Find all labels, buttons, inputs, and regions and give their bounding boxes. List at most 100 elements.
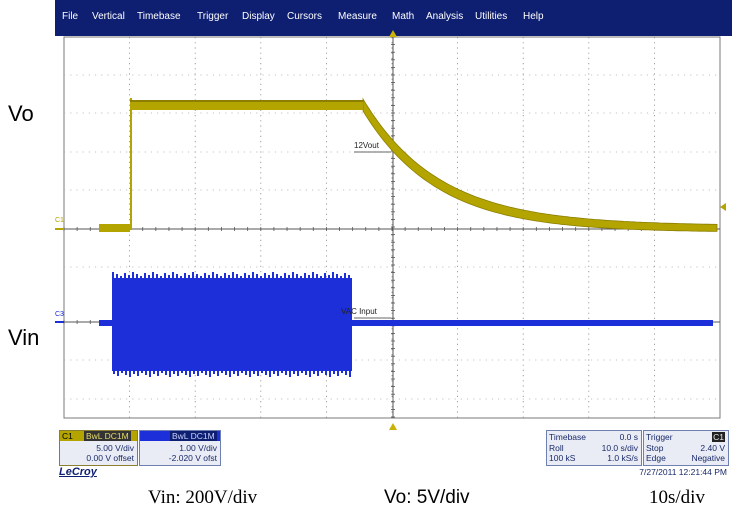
- burst-edge-bottom: [193, 371, 195, 374]
- burst-edge-top: [212, 272, 214, 278]
- menu-vertical[interactable]: Vertical: [92, 11, 125, 22]
- burst-edge-bottom: [293, 371, 295, 374]
- burst-edge-bottom: [241, 371, 243, 373]
- burst-edge-bottom: [289, 371, 291, 377]
- burst-edge-bottom: [261, 371, 263, 373]
- burst-edge-bottom: [169, 371, 171, 377]
- menu-analysis[interactable]: Analysis: [426, 11, 464, 22]
- burst-edge-top: [232, 272, 234, 278]
- burst-edge-bottom: [157, 371, 159, 376]
- vo-scale-caption: Vo: 5V/div: [384, 487, 470, 508]
- burst-edge-top: [228, 275, 230, 278]
- trigger-mode: Stop: [646, 443, 664, 453]
- c3-coupling: BwL DC1M: [170, 431, 217, 441]
- burst-edge-top: [144, 273, 146, 278]
- burst-edge-bottom: [237, 371, 239, 376]
- c1-name: C1: [62, 431, 73, 441]
- burst-edge-top: [264, 273, 266, 278]
- trigger-descriptor[interactable]: Trigger C1 Stop 2.40 V Edge Negative: [643, 430, 729, 466]
- burst-edge-top: [312, 272, 314, 278]
- c3-vdiv: 1.00 V/div: [179, 443, 217, 453]
- trigger-slope: Negative: [691, 453, 725, 463]
- burst-edge-bottom: [305, 371, 307, 375]
- burst-edge-top: [220, 276, 222, 278]
- burst-edge-bottom: [309, 371, 311, 377]
- burst-edge-bottom: [165, 371, 167, 375]
- burst-edge-bottom: [333, 371, 335, 374]
- burst-edge-bottom: [137, 371, 139, 376]
- trigger-source: C1: [712, 432, 725, 442]
- c3-descriptor[interactable]: BwL DC1M 1.00 V/div -2.020 V ofst: [139, 430, 221, 466]
- burst-edge-top: [284, 273, 286, 278]
- burst-edge-top: [292, 272, 294, 278]
- timebase-rate: 1.0 kS/s: [607, 453, 638, 463]
- c1-pre-level: [99, 224, 130, 232]
- burst-edge-top: [304, 273, 306, 278]
- c1-descriptor[interactable]: C1 BwL DC1M 5.00 V/div 0.00 V offset: [59, 430, 138, 466]
- menu-cursors[interactable]: Cursors: [287, 11, 323, 22]
- burst-edge-top: [124, 273, 126, 278]
- burst-edge-bottom: [125, 371, 127, 375]
- menu-measure[interactable]: Measure: [338, 11, 377, 22]
- burst-edge-top: [240, 276, 242, 278]
- burst-edge-bottom: [321, 371, 323, 373]
- burst-edge-bottom: [349, 371, 351, 377]
- menu-file[interactable]: File: [62, 11, 79, 22]
- oscilloscope-screen: File Vertical Timebase Trigger Display C…: [55, 0, 732, 482]
- burst-edge-top: [236, 274, 238, 278]
- menu-math[interactable]: Math: [392, 11, 415, 22]
- burst-edge-top: [156, 274, 158, 278]
- burst-edge-bottom: [281, 371, 283, 373]
- timebase-position: 0.0 s: [619, 432, 638, 442]
- burst-edge-top: [200, 276, 202, 278]
- burst-edge-top: [180, 276, 182, 278]
- burst-edge-top: [320, 276, 322, 278]
- burst-edge-top: [136, 274, 138, 278]
- menu-timebase[interactable]: Timebase: [137, 11, 181, 22]
- burst-edge-top: [112, 272, 114, 278]
- burst-edge-bottom: [153, 371, 155, 374]
- burst-edge-top: [164, 273, 166, 278]
- burst-edge-top: [140, 276, 142, 278]
- trigger-position-bottom: [389, 423, 397, 430]
- waveform-display: [55, 30, 726, 430]
- menu-help[interactable]: Help: [523, 11, 544, 22]
- burst-edge-bottom: [185, 371, 187, 375]
- menu-utilities[interactable]: Utilities: [475, 11, 508, 22]
- trigger-title: Trigger: [646, 432, 673, 442]
- vin-label: Vin: [8, 325, 40, 350]
- burst-edge-bottom: [253, 371, 255, 374]
- burst-edge-bottom: [325, 371, 327, 375]
- burst-edge-bottom: [113, 371, 115, 374]
- burst-edge-bottom: [189, 371, 191, 377]
- burst-edge-top: [116, 274, 118, 278]
- burst-edge-bottom: [233, 371, 235, 374]
- burst-edge-bottom: [133, 371, 135, 374]
- c1-marker-label: C1: [55, 217, 64, 224]
- burst-edge-bottom: [117, 371, 119, 376]
- menu-trigger[interactable]: Trigger: [197, 11, 229, 22]
- timebase-descriptor[interactable]: Timebase 0.0 s Roll 10.0 s/div 100 kS 1.…: [546, 430, 642, 466]
- burst-edge-top: [148, 275, 150, 278]
- c1-vdiv: 5.00 V/div: [96, 443, 134, 453]
- burst-edge-bottom: [257, 371, 259, 376]
- burst-edge-bottom: [337, 371, 339, 376]
- burst-edge-top: [336, 274, 338, 278]
- menu-display[interactable]: Display: [242, 11, 275, 22]
- burst-edge-top: [216, 274, 218, 278]
- burst-edge-bottom: [249, 371, 251, 377]
- burst-edge-bottom: [313, 371, 315, 374]
- burst-edge-top: [280, 276, 282, 278]
- burst-edge-bottom: [221, 371, 223, 373]
- burst-edge-top: [132, 272, 134, 278]
- burst-edge-top: [192, 272, 194, 278]
- burst-edge-top: [328, 275, 330, 278]
- burst-edge-bottom: [297, 371, 299, 376]
- burst-edge-top: [172, 272, 174, 278]
- burst-edge-top: [204, 273, 206, 278]
- burst-edge-top: [344, 273, 346, 278]
- burst-edge-top: [252, 272, 254, 278]
- burst-edge-top: [300, 276, 302, 278]
- lecroy-logo: LeCroy: [59, 466, 97, 478]
- trigger-type: Edge: [646, 453, 666, 463]
